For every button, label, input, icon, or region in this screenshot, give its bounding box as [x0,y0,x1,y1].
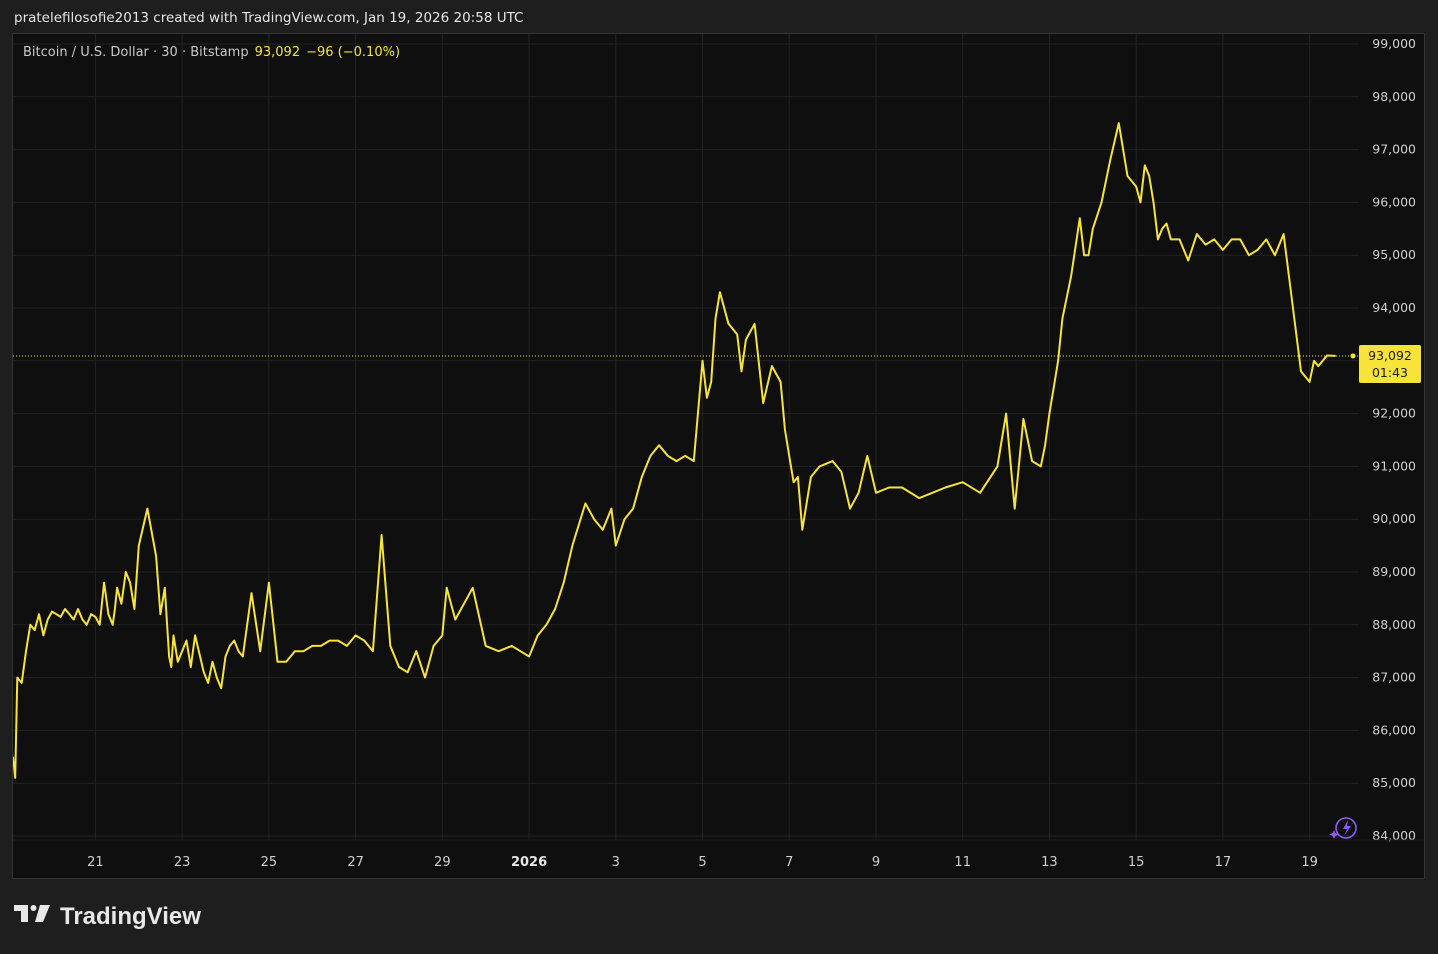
x-tick-label: 5 [698,855,706,870]
price-label-box [1359,344,1421,383]
y-tick-label: 86,000 [1372,722,1416,737]
x-tick-label: 29 [434,855,451,870]
x-tick-label: 11 [954,855,971,870]
y-tick-label: 91,000 [1372,458,1416,473]
symbol-legend[interactable]: Bitcoin / U.S. Dollar · 30 · Bitstamp 93,… [23,45,400,60]
tradingview-logo-icon [14,902,52,931]
chart-pane[interactable]: 84,000 85,000 86,000 87,000 88,000 89,000 90,0… [12,33,1425,879]
chart-header: pratelefilosofie2013 created with Tradin… [14,10,524,26]
x-tick-label: 27 [347,855,364,870]
y-tick-label: 90,000 [1372,511,1416,526]
legend-price: 93,092 [254,45,301,60]
x-tick-label: 7 [785,855,793,870]
sparkle-lightning-icon[interactable] [1329,813,1359,847]
x-tick-label: 3 [612,855,620,870]
y-tick-label: 87,000 [1372,670,1416,685]
x-tick-label: 13 [1041,855,1058,870]
y-tick-label: 95,000 [1372,247,1416,262]
x-tick-label: 15 [1128,855,1145,870]
x-tick-label: 19 [1301,855,1318,870]
legend-symbol: Bitcoin / U.S. Dollar · 30 · Bitstamp [23,45,249,60]
y-tick-label: 99,000 [1372,36,1416,51]
x-tick-label: 17 [1215,855,1232,870]
price-label-value: 93,092 [1368,348,1412,363]
y-tick-label: 96,000 [1372,194,1416,209]
y-tick-label: 92,000 [1372,406,1416,421]
x-tick-label: 25 [261,855,278,870]
y-tick-label: 88,000 [1372,617,1416,632]
y-tick-label: 89,000 [1372,564,1416,579]
price-label-countdown: 01:43 [1372,365,1408,380]
y-tick-label: 94,000 [1372,300,1416,315]
y-tick-label: 85,000 [1372,775,1416,790]
x-tick-label: 21 [87,855,104,870]
y-tick-label: 97,000 [1372,142,1416,157]
y-tick-label: 98,000 [1372,89,1416,104]
legend-change: −96 (−0.10%) [306,45,401,60]
x-tick-label: 23 [174,855,191,870]
x-tick-label: 9 [872,855,880,870]
tradingview-brand[interactable]: TradingView [14,902,201,931]
price-series-line [13,122,1336,779]
last-price-dot [1350,353,1356,359]
y-tick-label: 84,000 [1372,828,1416,843]
price-chart[interactable]: 84,000 85,000 86,000 87,000 88,000 89,000 90,0… [13,34,1424,878]
x-tick-label: 2026 [511,855,547,870]
brand-name: TradingView [60,902,201,930]
